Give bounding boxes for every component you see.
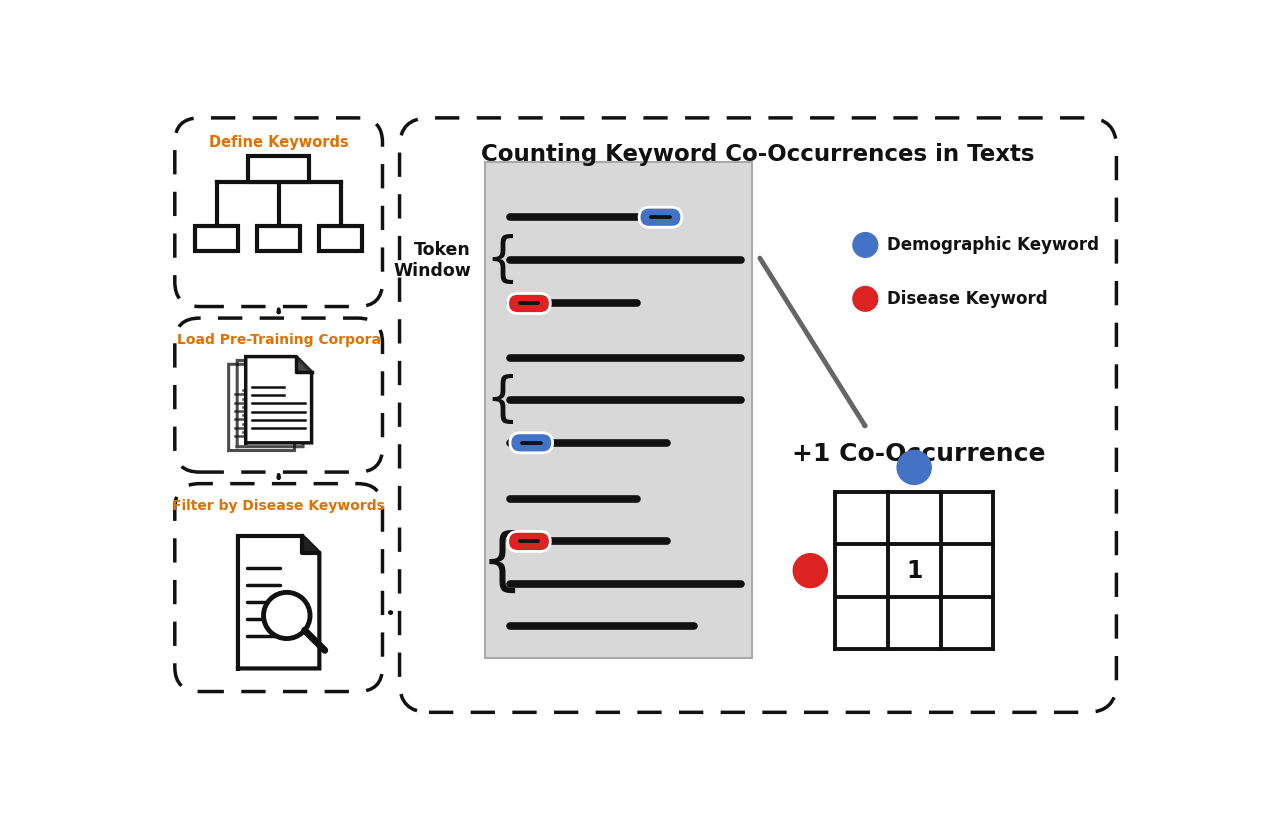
FancyBboxPatch shape bbox=[196, 226, 239, 251]
Text: {: { bbox=[485, 375, 519, 427]
Text: Define Keywords: Define Keywords bbox=[208, 135, 348, 150]
FancyBboxPatch shape bbox=[175, 318, 382, 472]
FancyBboxPatch shape bbox=[510, 433, 553, 453]
Polygon shape bbox=[279, 364, 294, 380]
Text: Filter by Disease Keywords: Filter by Disease Keywords bbox=[172, 499, 385, 513]
FancyBboxPatch shape bbox=[175, 118, 382, 307]
Text: Disease Keyword: Disease Keyword bbox=[887, 290, 1047, 308]
Text: 1: 1 bbox=[906, 559, 923, 583]
Text: Demographic Keyword: Demographic Keyword bbox=[887, 236, 1099, 254]
Text: Load Pre-Training Corpora: Load Pre-Training Corpora bbox=[177, 334, 381, 348]
Circle shape bbox=[897, 450, 931, 484]
Text: Counting Keyword Co-Occurrences in Texts: Counting Keyword Co-Occurrences in Texts bbox=[481, 142, 1035, 165]
Text: +1 Co-Occurrence: +1 Co-Occurrence bbox=[793, 442, 1045, 466]
Circle shape bbox=[853, 287, 878, 312]
Polygon shape bbox=[239, 536, 319, 668]
Polygon shape bbox=[288, 360, 303, 376]
Polygon shape bbox=[303, 536, 319, 553]
Polygon shape bbox=[246, 357, 312, 443]
Circle shape bbox=[853, 233, 878, 257]
Polygon shape bbox=[237, 360, 303, 446]
FancyBboxPatch shape bbox=[507, 293, 550, 313]
Polygon shape bbox=[228, 364, 294, 450]
Text: Token
Window: Token Window bbox=[392, 241, 471, 279]
FancyBboxPatch shape bbox=[400, 118, 1117, 713]
Circle shape bbox=[264, 593, 310, 639]
FancyBboxPatch shape bbox=[507, 531, 550, 552]
FancyBboxPatch shape bbox=[249, 156, 309, 182]
Text: {: { bbox=[481, 529, 524, 596]
FancyBboxPatch shape bbox=[257, 226, 300, 251]
FancyBboxPatch shape bbox=[175, 483, 382, 691]
FancyBboxPatch shape bbox=[639, 207, 681, 227]
Circle shape bbox=[794, 554, 828, 588]
FancyBboxPatch shape bbox=[485, 162, 752, 658]
FancyBboxPatch shape bbox=[319, 226, 362, 251]
Text: {: { bbox=[485, 234, 519, 286]
Polygon shape bbox=[297, 357, 312, 372]
